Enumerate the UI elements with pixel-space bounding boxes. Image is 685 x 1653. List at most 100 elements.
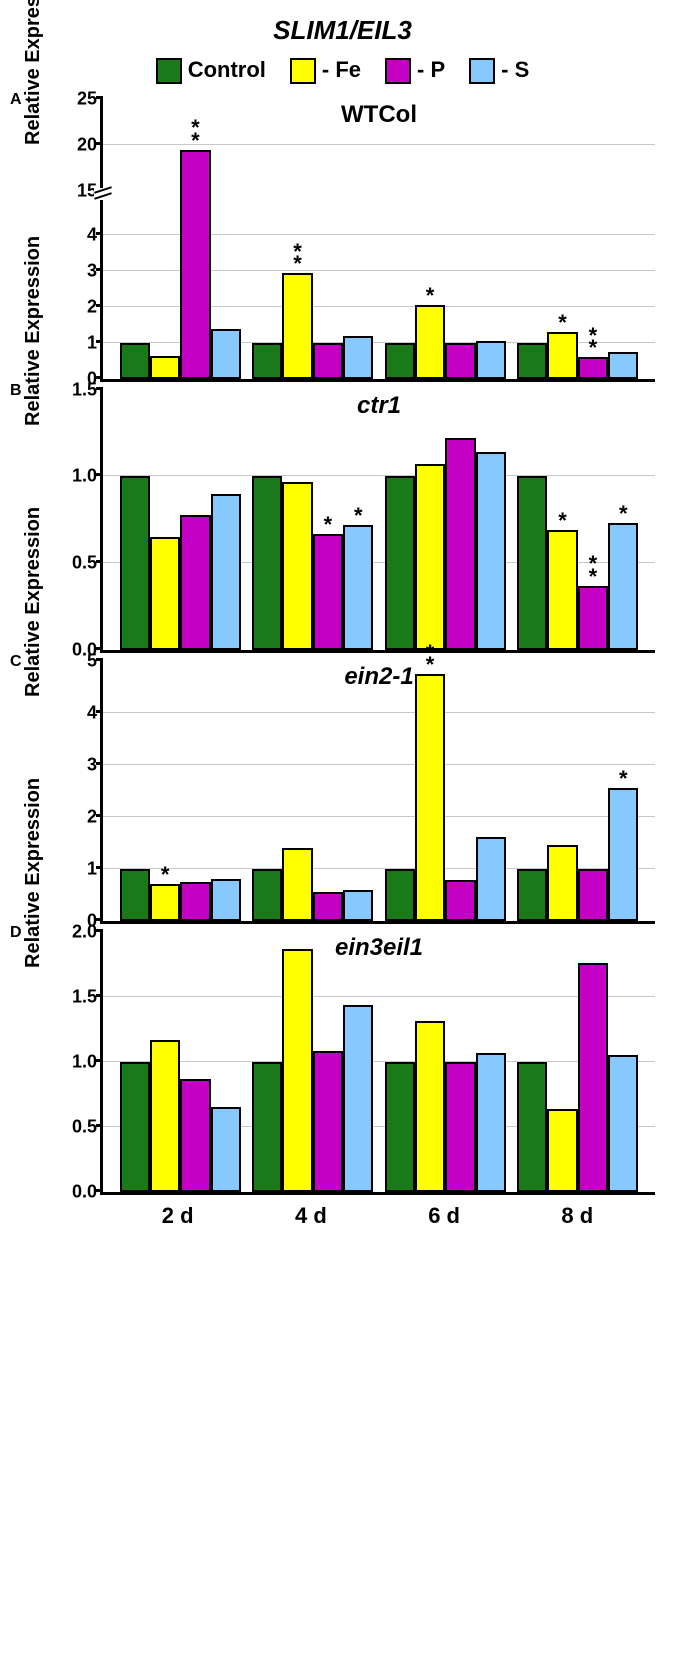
grid-line <box>103 712 655 713</box>
ytick-label: 0.5 <box>72 553 103 574</box>
bar <box>120 1062 150 1192</box>
ytick-label: 3 <box>87 754 103 775</box>
bar <box>180 515 210 650</box>
ytick-label: 5 <box>87 650 103 671</box>
bar-group <box>385 1021 506 1191</box>
legend-item: Control <box>156 57 266 84</box>
bar-group <box>517 788 638 921</box>
bar <box>252 343 282 379</box>
bar <box>445 438 475 649</box>
y-axis-label: Relative Expression <box>22 507 45 697</box>
bar <box>476 1053 506 1192</box>
ytick-label: 2 <box>87 806 103 827</box>
bar <box>517 476 547 649</box>
bar <box>252 869 282 921</box>
bar <box>415 674 445 921</box>
chart-wrap: Relative Expressionein2-1012345** ** <box>100 661 655 924</box>
ytick-label: 1.5 <box>72 986 103 1007</box>
bar <box>120 869 150 921</box>
bar <box>150 1040 180 1192</box>
x-axis: 2 d4 d6 d8 d <box>100 1203 655 1233</box>
bar <box>547 845 577 920</box>
legend-swatch <box>469 58 495 84</box>
bar <box>150 356 180 379</box>
ytick-label: 2 <box>87 297 103 318</box>
bar <box>445 1062 475 1192</box>
bar-group <box>252 273 373 379</box>
bar <box>608 352 638 379</box>
bar <box>517 1062 547 1192</box>
plot-area: ctr10.00.51.01.5**** ** <box>100 390 655 653</box>
bar <box>385 343 415 379</box>
bar <box>252 1062 282 1192</box>
x-axis-label: 8 d <box>561 1203 593 1229</box>
legend-swatch <box>156 58 182 84</box>
bar-group <box>120 869 241 921</box>
bar <box>547 1109 577 1192</box>
bar-group <box>517 963 638 1192</box>
bar <box>282 273 312 379</box>
plot-area: ein3eil10.00.51.01.52.0 <box>100 932 655 1195</box>
chart-panel: DRelative Expressionein3eil10.00.51.01.5… <box>10 932 675 1195</box>
bar <box>150 884 180 920</box>
bar <box>517 869 547 921</box>
y-axis-label: Relative Expression <box>22 778 45 968</box>
ytick-label: 0.5 <box>72 1116 103 1137</box>
bar <box>608 1055 638 1192</box>
bar <box>282 848 312 921</box>
chart-wrap: Relative Expressionctr10.00.51.01.5**** … <box>100 390 655 653</box>
bar-group <box>385 305 506 378</box>
significance-marker: * * <box>426 647 435 671</box>
panel-letter: C <box>10 653 22 671</box>
bar <box>547 530 577 650</box>
bar <box>180 1079 210 1192</box>
panel-title: WTCol <box>341 101 417 129</box>
bar <box>517 343 547 379</box>
axis-break <box>94 188 112 200</box>
ytick-label: 1.5 <box>72 379 103 400</box>
ytick-label: 4 <box>87 225 103 246</box>
bar <box>313 892 343 921</box>
bar-group <box>517 332 638 379</box>
bar <box>150 537 180 650</box>
ytick-label: 4 <box>87 702 103 723</box>
bar <box>282 949 312 1192</box>
plot-area: WTCol01234152025* ** **** * <box>100 99 655 382</box>
legend-item: - P <box>385 57 445 84</box>
bar <box>313 343 343 379</box>
legend-swatch <box>290 58 316 84</box>
bar <box>578 963 608 1192</box>
bar <box>211 1107 241 1192</box>
bar-group <box>385 438 506 649</box>
panel-title: ctr1 <box>357 392 401 420</box>
ytick-label: 0.0 <box>72 1181 103 1202</box>
bar <box>211 494 241 650</box>
bar <box>476 837 506 921</box>
panel-letter: A <box>10 91 22 109</box>
bar <box>180 882 210 921</box>
bar <box>578 869 608 921</box>
bar <box>180 150 210 379</box>
y-axis-label: Relative Expression <box>22 0 45 145</box>
bar <box>445 343 475 379</box>
plot-area: ein2-1012345** ** <box>100 661 655 924</box>
bar <box>578 586 608 650</box>
panel-letter: B <box>10 382 22 400</box>
bar <box>415 464 445 649</box>
x-axis-label: 2 d <box>162 1203 194 1229</box>
bar-group <box>517 476 638 649</box>
legend: Control - Fe - P - S <box>10 56 675 84</box>
bar <box>343 1005 373 1192</box>
main-title: SLIM1/EIL3 <box>10 15 675 46</box>
bar-group <box>120 1040 241 1192</box>
bar <box>120 343 150 379</box>
legend-item: - Fe <box>290 57 361 84</box>
ytick-label: 25 <box>77 88 103 109</box>
bar <box>385 869 415 921</box>
bar <box>120 476 150 649</box>
legend-item: - S <box>469 57 529 84</box>
bar <box>252 476 282 649</box>
bar <box>608 523 638 650</box>
significance-marker: * * <box>191 122 200 146</box>
bar <box>445 880 475 921</box>
